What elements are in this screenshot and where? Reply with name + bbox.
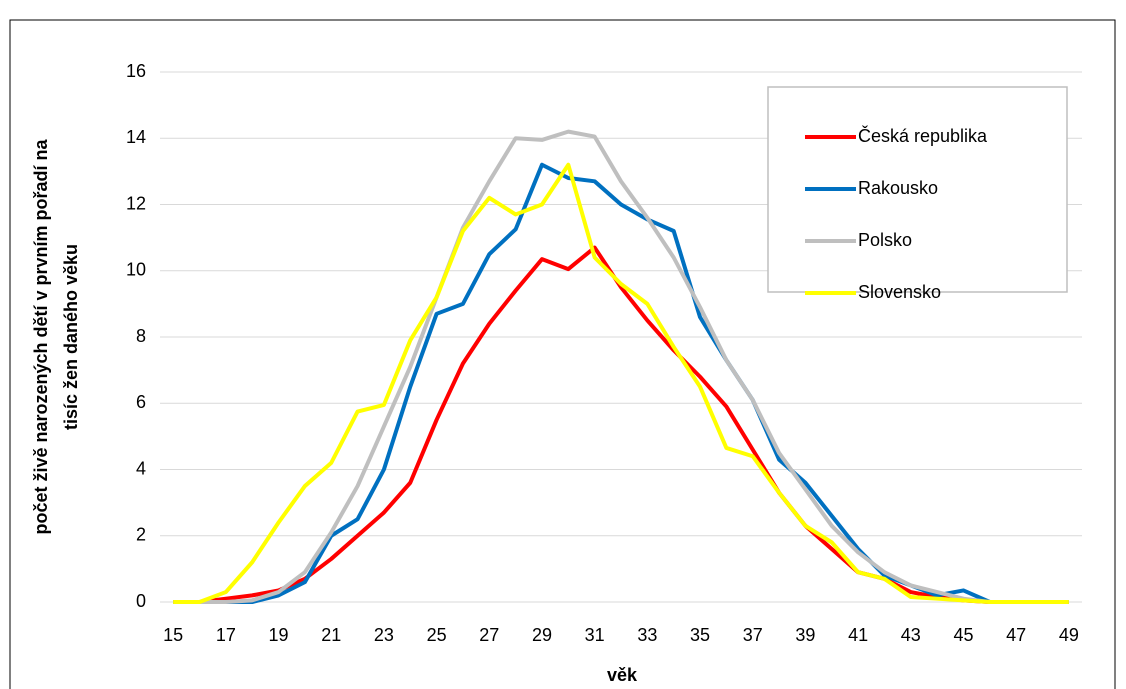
series-line <box>173 245 1069 604</box>
legend-label: Rakousko <box>858 178 938 198</box>
x-axis-label: věk <box>607 665 638 685</box>
x-tick-label: 37 <box>743 625 763 645</box>
y-tick-label: 10 <box>126 260 146 280</box>
y-tick-label: 8 <box>136 326 146 346</box>
y-tick-label: 0 <box>136 591 146 611</box>
x-tick-label: 49 <box>1059 625 1079 645</box>
y-tick-label: 6 <box>136 392 146 412</box>
legend-label: Polsko <box>858 230 912 250</box>
x-tick-label: 17 <box>216 625 236 645</box>
x-tick-label: 33 <box>637 625 657 645</box>
x-tick-label: 45 <box>953 625 973 645</box>
y-tick-label: 2 <box>136 525 146 545</box>
x-tick-label: 25 <box>427 625 447 645</box>
x-tick-label: 29 <box>532 625 552 645</box>
x-tick-label: 27 <box>479 625 499 645</box>
x-tick-label: 43 <box>901 625 921 645</box>
x-tick-label: 23 <box>374 625 394 645</box>
y-tick-label: 12 <box>126 193 146 213</box>
x-tick-label: 41 <box>848 625 868 645</box>
x-tick-label: 21 <box>321 625 341 645</box>
series-line <box>173 162 1069 604</box>
x-tick-label: 19 <box>269 625 289 645</box>
y-axis-label: tisíc žen daného věku <box>61 244 81 430</box>
y-tick-label: 4 <box>136 458 146 478</box>
x-tick-label: 39 <box>795 625 815 645</box>
x-tick-label: 47 <box>1006 625 1026 645</box>
legend-label: Česká republika <box>858 125 988 146</box>
y-tick-label: 16 <box>126 61 146 81</box>
x-tick-label: 15 <box>163 625 183 645</box>
series-line <box>173 129 1069 604</box>
y-tick-label: 14 <box>126 127 146 147</box>
x-tick-label: 31 <box>585 625 605 645</box>
legend-label: Slovensko <box>858 282 941 302</box>
legend-box <box>767 86 1068 293</box>
y-axis-label: počet živě narozených dětí v prvním pořa… <box>31 138 51 534</box>
x-tick-label: 35 <box>690 625 710 645</box>
